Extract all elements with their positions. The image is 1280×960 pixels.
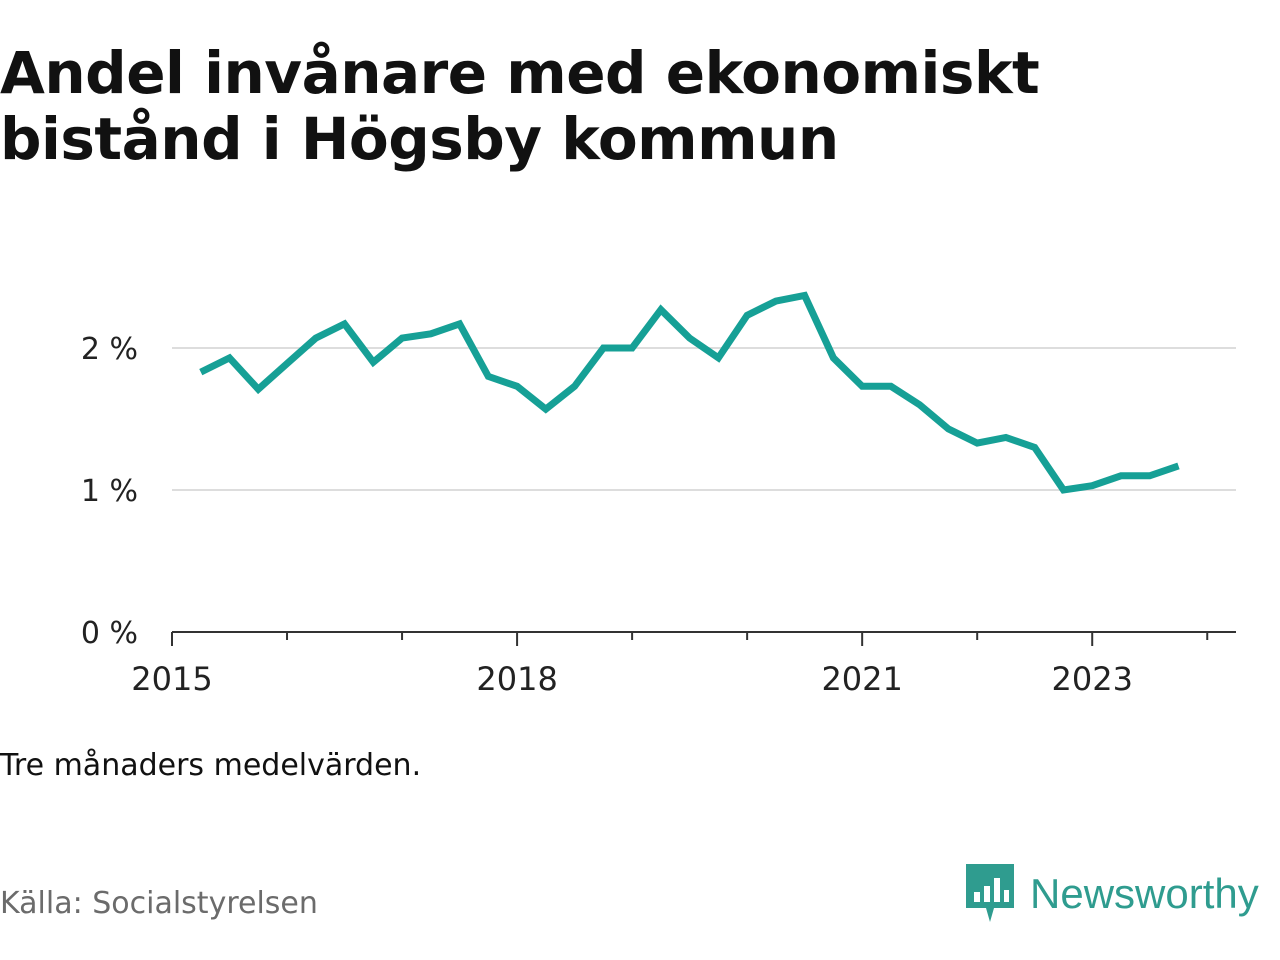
x-tick-label: 2018 xyxy=(476,660,557,698)
x-tick-label: 2015 xyxy=(131,660,212,698)
brand-logo: Newsworthy xyxy=(964,862,1259,926)
line-chart: 0 % 1 % 2 % 2015 2018 2021 2023 xyxy=(81,291,1236,698)
source-credit: Källa: Socialstyrelsen xyxy=(0,886,318,921)
y-tick-label: 2 % xyxy=(81,332,138,367)
chart-note: Tre månaders medelvärden. xyxy=(0,748,422,783)
gridlines xyxy=(172,347,1236,491)
series-line xyxy=(199,291,1180,494)
brand-name: Newsworthy xyxy=(1030,870,1259,917)
y-tick-label: 1 % xyxy=(81,474,138,509)
chart-title: Andel invånare med ekonomiskt bistånd i … xyxy=(0,39,1040,173)
newsworthy-logo-icon xyxy=(966,864,1014,922)
y-axis-labels: 0 % 1 % 2 % xyxy=(81,332,138,651)
y-tick-label: 0 % xyxy=(81,616,138,651)
x-tick-label: 2021 xyxy=(821,660,902,698)
x-axis-ticks: 2015 2018 2021 2023 xyxy=(131,632,1209,698)
x-tick-label: 2023 xyxy=(1051,660,1132,698)
